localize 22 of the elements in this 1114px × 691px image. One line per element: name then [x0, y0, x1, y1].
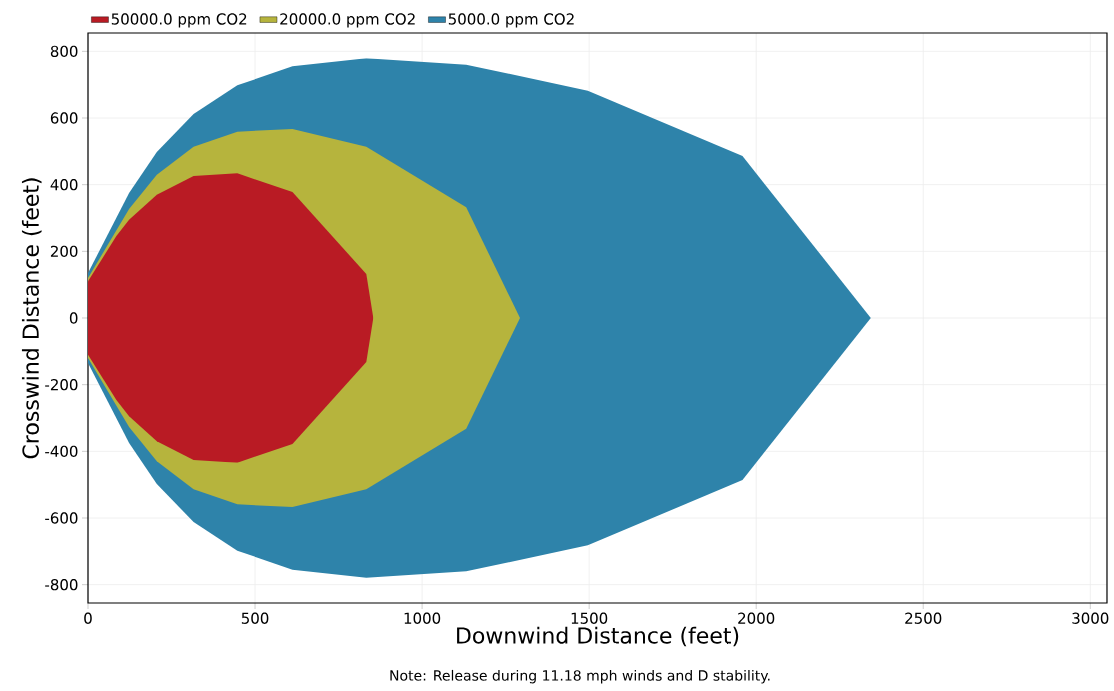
x-tick-label: 0: [84, 612, 92, 624]
x-tick-label: 3000: [1072, 612, 1109, 624]
y-tick-label: -600: [45, 512, 78, 524]
y-tick-label: 200: [50, 245, 78, 258]
legend-label: 20000.0 ppm CO2: [280, 13, 415, 28]
y-tick-label: -400: [45, 445, 78, 458]
x-tick-label: 500: [241, 612, 269, 624]
x-tick-label: 1500: [571, 612, 608, 624]
legend-label: 50000.0 ppm CO2: [111, 13, 247, 28]
y-tick-label: 0: [69, 312, 78, 324]
y-tick-label: -200: [45, 378, 78, 391]
y-tick-label: 400: [50, 178, 78, 191]
x-tick-label: 2500: [905, 612, 942, 624]
text: Note: Release during 11.18 mph winds and D stability.: [390, 669, 770, 684]
x-tick-label: 1000: [404, 612, 441, 624]
y-axis-title: Crosswind Distance (feet): [21, 178, 42, 459]
y-tick-label: 800: [50, 45, 78, 58]
legend-label: 5000.0 ppm CO2: [448, 13, 574, 28]
y-tick-label: -800: [45, 578, 78, 591]
y-tick-label: 600: [50, 112, 78, 124]
x-tick-label: 2000: [738, 612, 775, 624]
x-axis-title: Downwind Distance (feet): [457, 626, 739, 647]
